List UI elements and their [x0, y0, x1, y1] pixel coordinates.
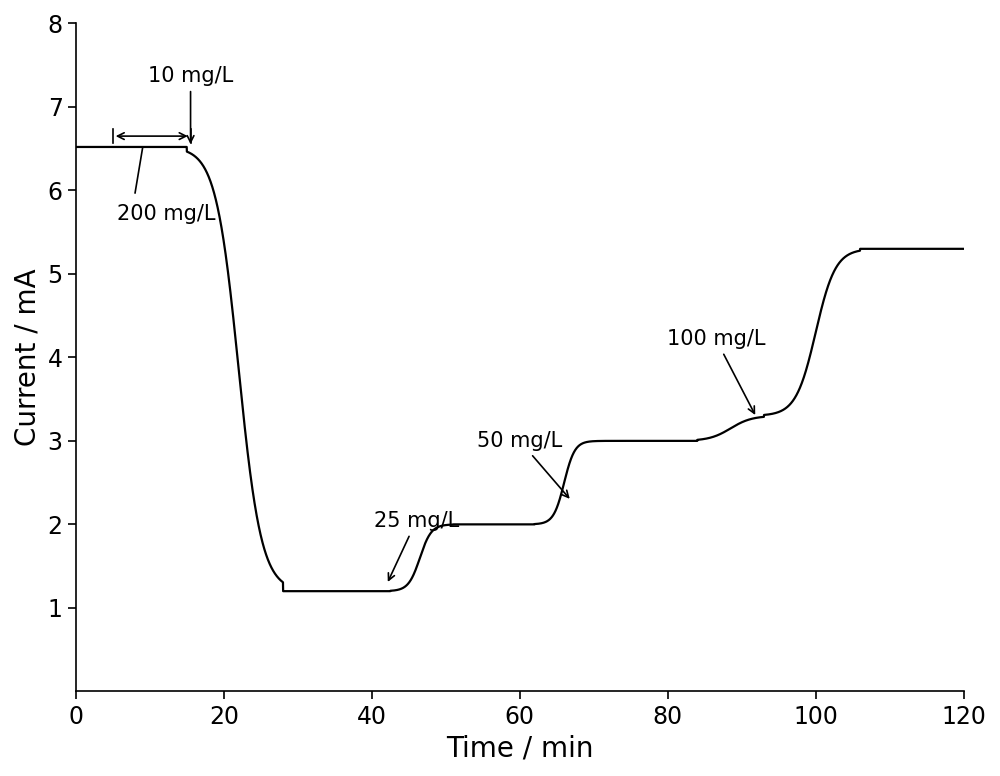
Text: 200 mg/L: 200 mg/L: [117, 204, 215, 223]
Text: 50 mg/L: 50 mg/L: [477, 431, 569, 497]
Text: 100 mg/L: 100 mg/L: [667, 329, 765, 414]
Text: 10 mg/L: 10 mg/L: [148, 66, 233, 142]
Text: 25 mg/L: 25 mg/L: [374, 511, 459, 580]
X-axis label: Time / min: Time / min: [446, 734, 594, 762]
Y-axis label: Current / mA: Current / mA: [14, 268, 42, 446]
